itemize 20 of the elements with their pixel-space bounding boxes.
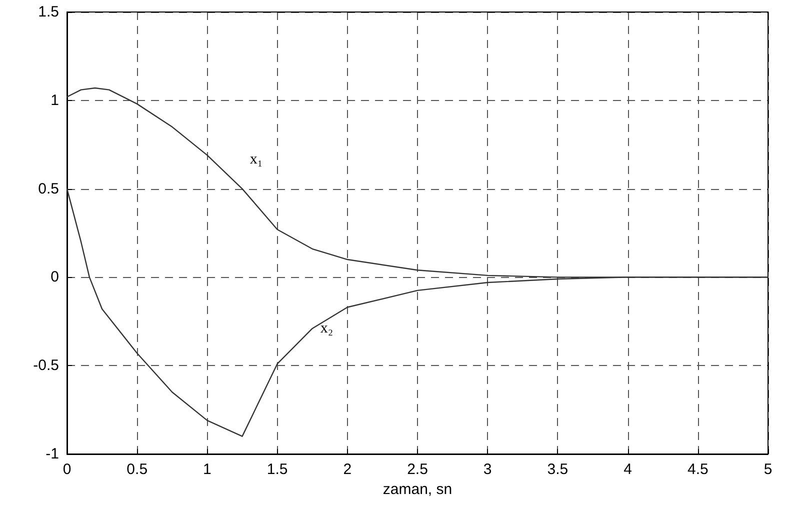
x-tick-label: 1.5: [266, 461, 288, 478]
x-tick-label: 4.5: [687, 461, 708, 478]
series-label: x₁: [250, 151, 263, 168]
y-tick-label: -0.5: [33, 357, 59, 374]
x-axis-title: zaman, sn: [382, 480, 452, 498]
series-label: x₂: [320, 320, 334, 336]
x-tick-label: 1: [203, 461, 212, 478]
x-tick-label: 5: [764, 461, 772, 478]
y-tick-label: -1: [46, 446, 59, 462]
y-tick-label: 1.5: [38, 4, 59, 20]
x-tick-label: 3.5: [547, 461, 568, 478]
x-tick-label: 2: [343, 461, 352, 478]
x-tick-label: 0: [62, 461, 72, 478]
x-tick-label: 2.5: [407, 461, 428, 478]
x-tick-label: 0.5: [126, 461, 148, 478]
x-tick-label: 3: [483, 461, 492, 478]
x-tick-label: 4: [624, 461, 632, 478]
y-tick-label: 1: [50, 92, 59, 109]
y-tick-label: 0: [50, 268, 59, 286]
y-tick-label: 0.5: [38, 180, 59, 198]
